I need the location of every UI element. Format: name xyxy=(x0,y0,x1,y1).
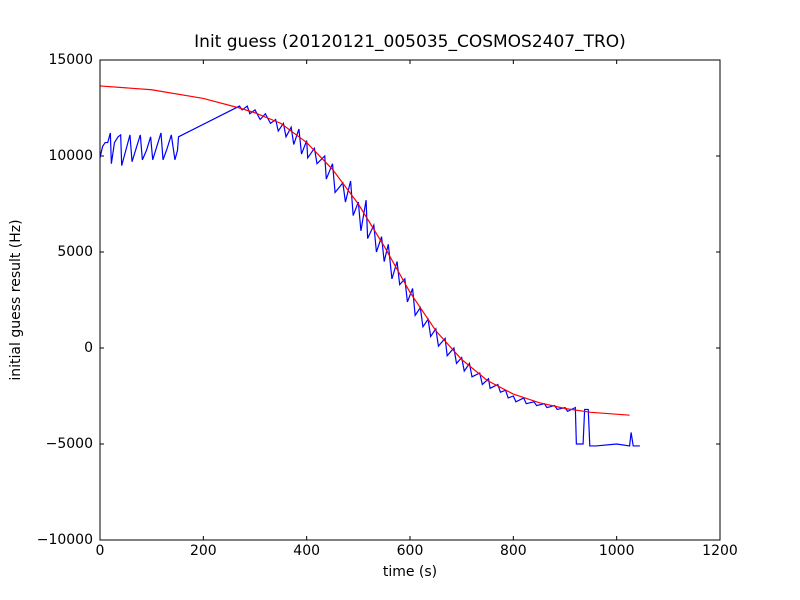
x-tick-label: 400 xyxy=(293,543,320,559)
x-tick-label: 1000 xyxy=(599,543,635,559)
x-tick-label: 600 xyxy=(397,543,424,559)
x-tick-label: 1200 xyxy=(702,543,738,559)
data-line xyxy=(99,85,630,416)
y-tick-label: −10000 xyxy=(37,532,93,548)
x-tick-label: 200 xyxy=(190,543,217,559)
y-tick-label: 15000 xyxy=(48,52,93,68)
y-tick-label: 0 xyxy=(84,340,93,356)
x-axis-label: time (s) xyxy=(383,564,437,580)
y-tick-label: −5000 xyxy=(46,436,93,452)
y-axis-label: initial guess result (Hz) xyxy=(8,219,24,380)
data-line xyxy=(99,105,640,447)
x-tick-label: 800 xyxy=(500,543,527,559)
x-tick-label: 0 xyxy=(96,543,105,559)
chart-title: Init guess (20120121_005035_COSMOS2407_T… xyxy=(194,32,626,52)
y-tick-label: 5000 xyxy=(57,244,93,260)
y-tick-label: 10000 xyxy=(48,148,93,164)
plot-frame xyxy=(99,59,721,541)
